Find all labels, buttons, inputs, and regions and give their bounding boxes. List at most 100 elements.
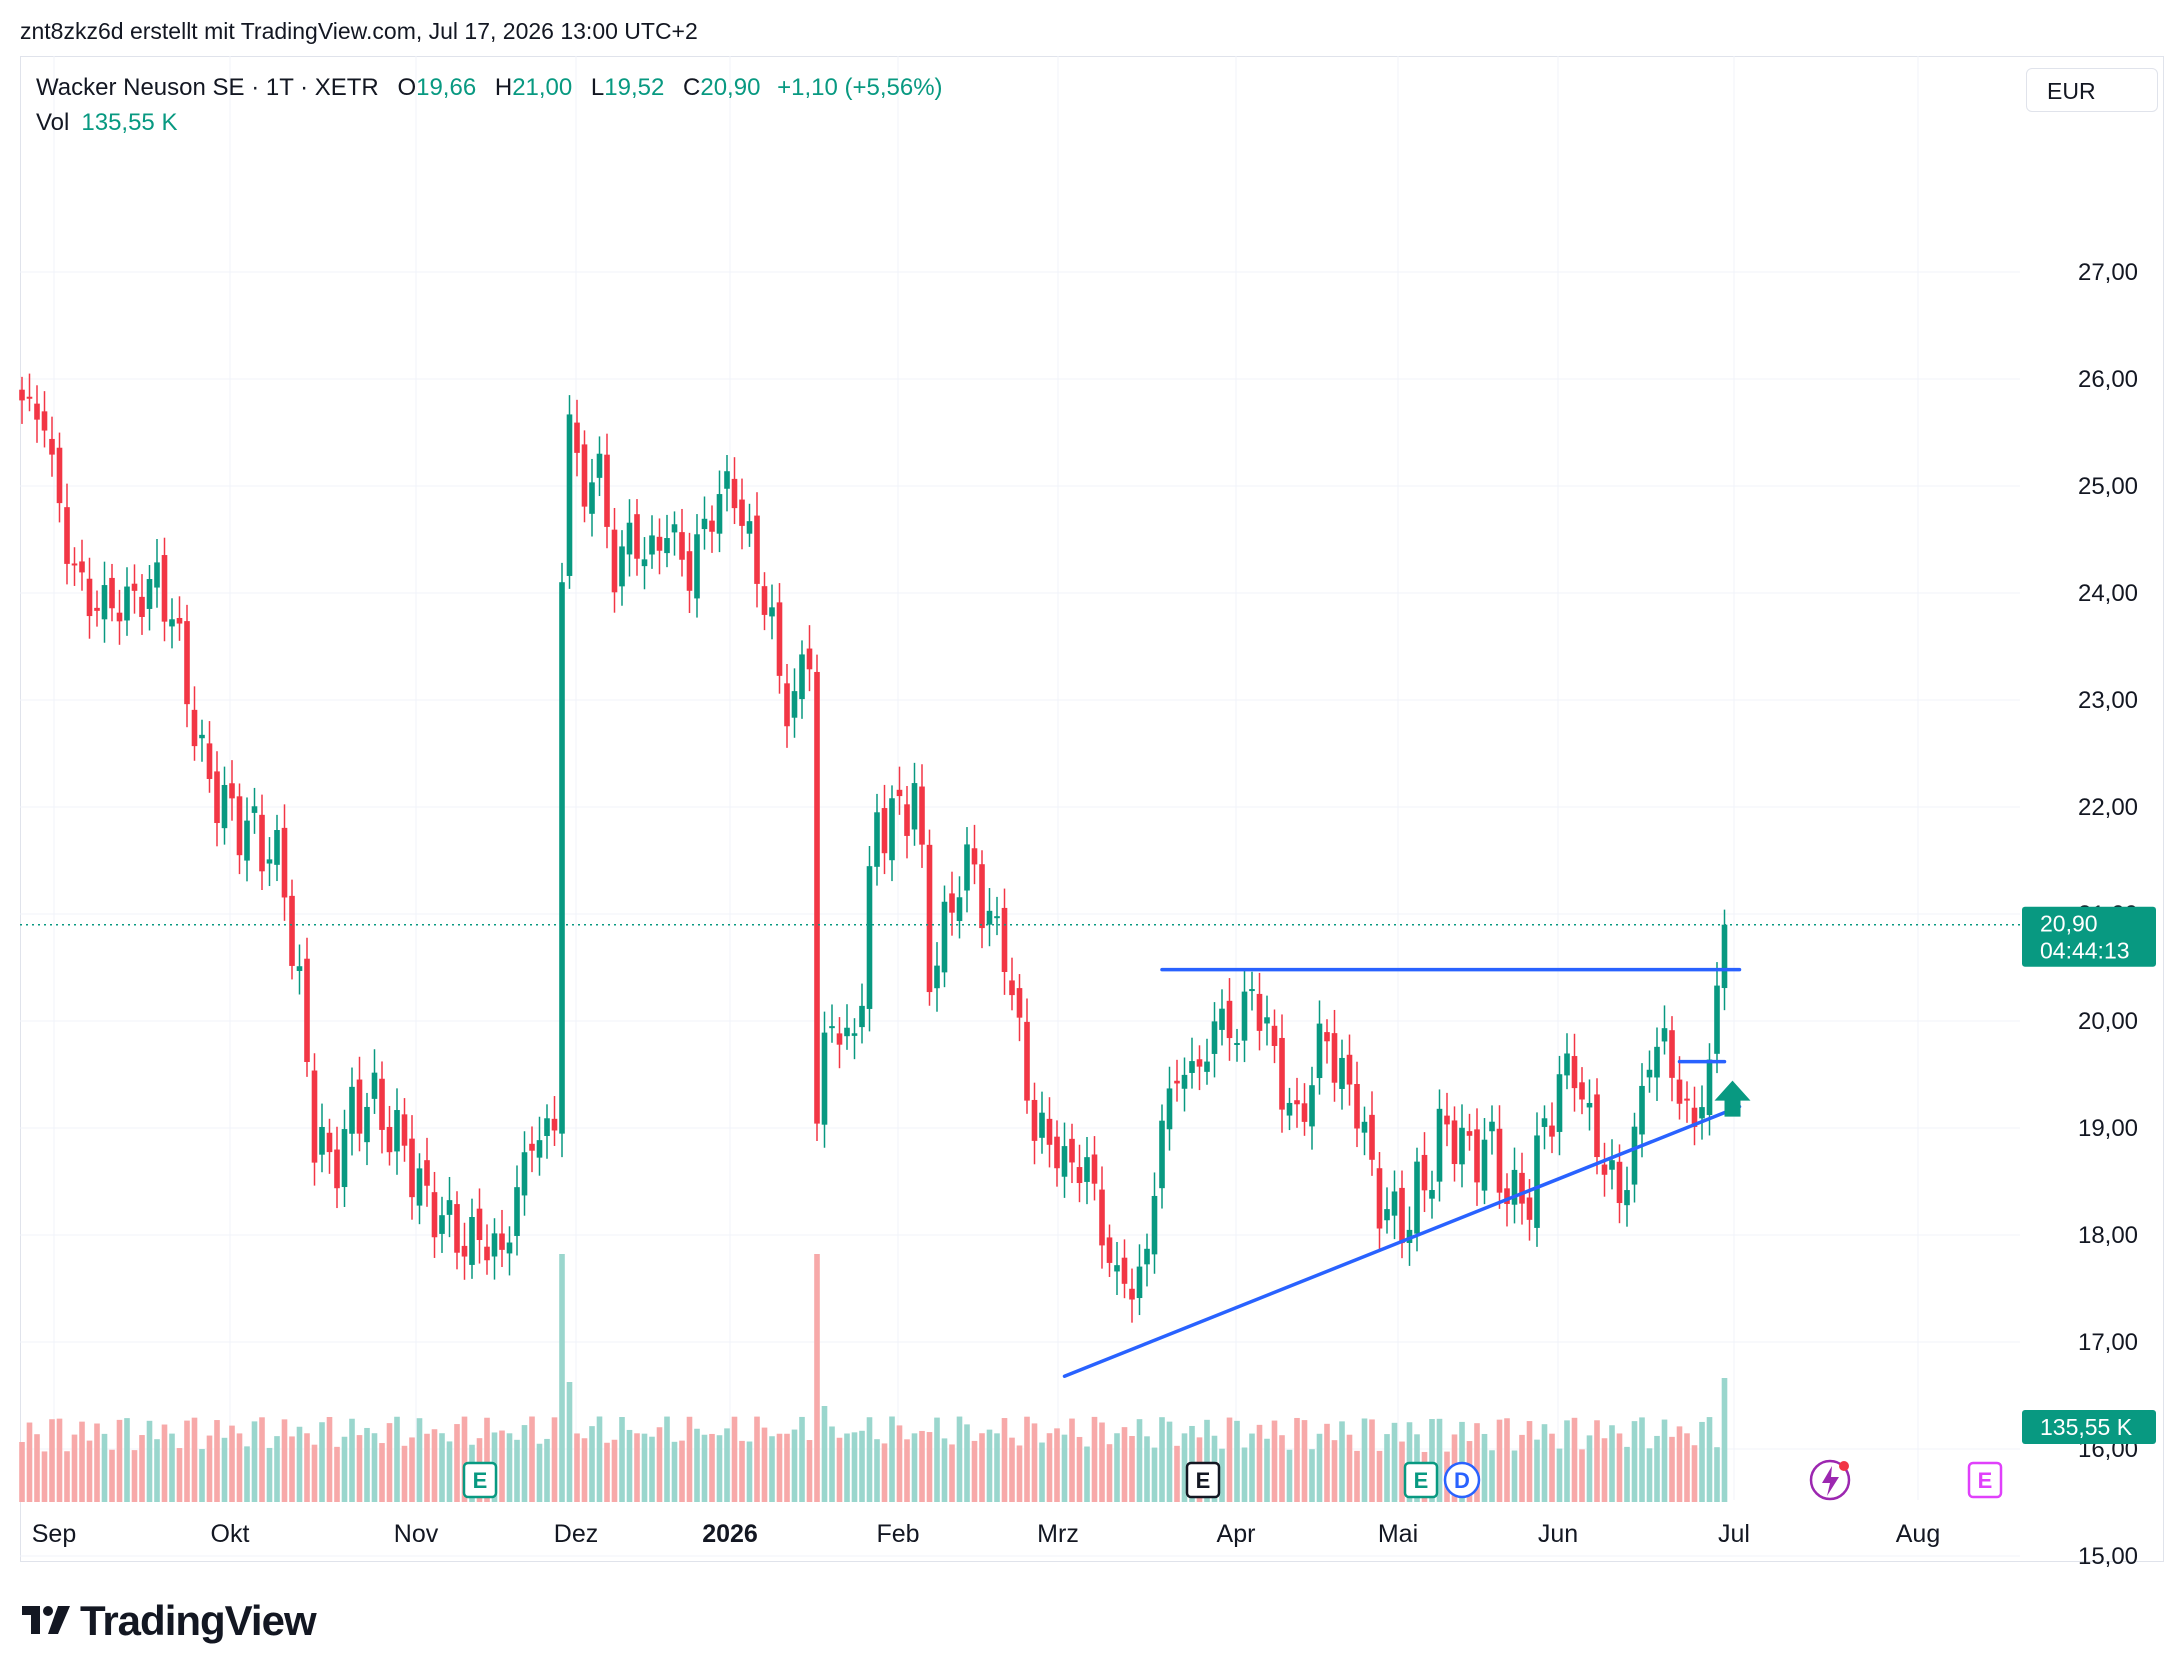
candle-body — [1414, 1161, 1420, 1234]
volume-bar — [1436, 1418, 1443, 1502]
volume-bar — [776, 1433, 783, 1502]
close-label: C — [683, 74, 701, 101]
candle-body — [191, 709, 198, 747]
candle-body — [776, 602, 783, 676]
volume-bar — [1691, 1445, 1698, 1502]
volume-bar — [251, 1421, 258, 1502]
x-tick-label: Feb — [876, 1520, 919, 1548]
volume-bar — [529, 1416, 535, 1502]
candle-body — [101, 585, 108, 620]
earnings-marker-icon — [1185, 1461, 1221, 1499]
close-value: 20,90 — [700, 74, 761, 101]
volume-label: Vol — [36, 109, 70, 136]
volume-bar — [1684, 1433, 1690, 1502]
candle-body — [851, 1033, 858, 1036]
candle-body — [604, 454, 610, 527]
candle-body — [836, 1033, 843, 1045]
candle-body — [371, 1072, 378, 1099]
volume-bar — [574, 1433, 580, 1502]
volume-bar — [139, 1435, 145, 1502]
candle-body — [1234, 1042, 1240, 1045]
volume-bar — [1264, 1438, 1270, 1502]
candle-body — [1084, 1157, 1090, 1182]
candle-body — [1249, 989, 1255, 992]
volume-bar — [356, 1435, 363, 1502]
candle-body — [1496, 1128, 1503, 1193]
volume-bar — [1594, 1420, 1600, 1502]
candle-body — [1661, 1028, 1668, 1042]
candle-body — [199, 734, 205, 739]
volume-bar — [1129, 1436, 1135, 1502]
volume-bar — [979, 1433, 985, 1502]
x-tick-label: Mai — [1378, 1520, 1418, 1548]
volume-bar — [701, 1434, 708, 1502]
candle-body — [1286, 1102, 1293, 1116]
candle-body — [1241, 991, 1248, 1041]
candle-body — [1219, 1008, 1225, 1030]
candle-body — [934, 965, 940, 989]
volume-bar — [1114, 1433, 1120, 1502]
candle-body — [1624, 1190, 1630, 1206]
currency-button[interactable]: EUR — [2026, 68, 2158, 112]
candle-body — [611, 529, 618, 593]
volume-bar — [109, 1449, 115, 1502]
volume-bar — [1016, 1445, 1023, 1502]
candle-body — [1091, 1154, 1098, 1184]
candle-body — [229, 783, 235, 799]
volume-bar — [1346, 1434, 1353, 1502]
volume-bar — [1519, 1434, 1525, 1502]
volume-bar — [1151, 1447, 1158, 1502]
volume-bar — [589, 1426, 595, 1502]
volume-bar — [214, 1420, 220, 1502]
symbol-title[interactable]: Wacker Neuson SE · 1T · XETR — [36, 74, 379, 101]
volume-bar — [191, 1417, 198, 1502]
volume-bar — [1301, 1420, 1308, 1502]
volume-bar — [1526, 1421, 1533, 1502]
volume-bar — [964, 1424, 970, 1502]
volume-bar — [379, 1443, 385, 1502]
volume-bar — [1481, 1433, 1488, 1502]
volume-bar — [1084, 1446, 1090, 1502]
candle-body — [304, 958, 310, 1062]
volume-bar — [1586, 1435, 1593, 1502]
candle-body — [1256, 993, 1263, 1031]
candle-body — [1684, 1098, 1690, 1101]
volume-bar — [266, 1447, 273, 1502]
x-tick-label: Mrz — [1037, 1520, 1079, 1548]
candle-body — [461, 1245, 468, 1257]
candle-body — [919, 786, 925, 845]
tradingview-brand[interactable]: TradingView — [22, 1596, 317, 1646]
candle-body — [1061, 1146, 1068, 1177]
candle-body — [1519, 1172, 1525, 1204]
candle-body — [1534, 1135, 1540, 1228]
candle-body — [1564, 1053, 1570, 1076]
candle-body — [889, 798, 895, 861]
candle-body — [1451, 1120, 1458, 1165]
candle-body — [311, 1070, 318, 1163]
candle-body — [56, 447, 63, 504]
ohlc-legend: Wacker Neuson SE · 1T · XETR O19,66 H21,… — [36, 74, 943, 102]
volume-bar — [806, 1440, 813, 1502]
candle-body — [1339, 1057, 1345, 1089]
candle-body — [1331, 1033, 1338, 1083]
y-tick-label: 20,00 — [2078, 1008, 2138, 1035]
candle-body — [1384, 1209, 1390, 1221]
volume-bar — [101, 1433, 108, 1502]
event-marker-label: E — [473, 1468, 488, 1493]
candle-body — [979, 864, 985, 929]
candle-body — [671, 524, 678, 533]
candle-body — [116, 612, 123, 622]
volume-bar — [709, 1433, 715, 1502]
chart-frame — [20, 56, 2164, 1562]
volume-bar — [521, 1425, 528, 1502]
candle-body — [1031, 1099, 1038, 1141]
candle-body — [1429, 1190, 1435, 1199]
candle-body — [214, 771, 220, 824]
candle-body — [221, 784, 228, 829]
candle-body — [1699, 1107, 1705, 1119]
notification-dot-icon — [1839, 1461, 1849, 1471]
volume-bar — [1234, 1420, 1240, 1502]
event-marker-label: E — [1978, 1468, 1993, 1493]
volume-bar — [124, 1418, 130, 1502]
